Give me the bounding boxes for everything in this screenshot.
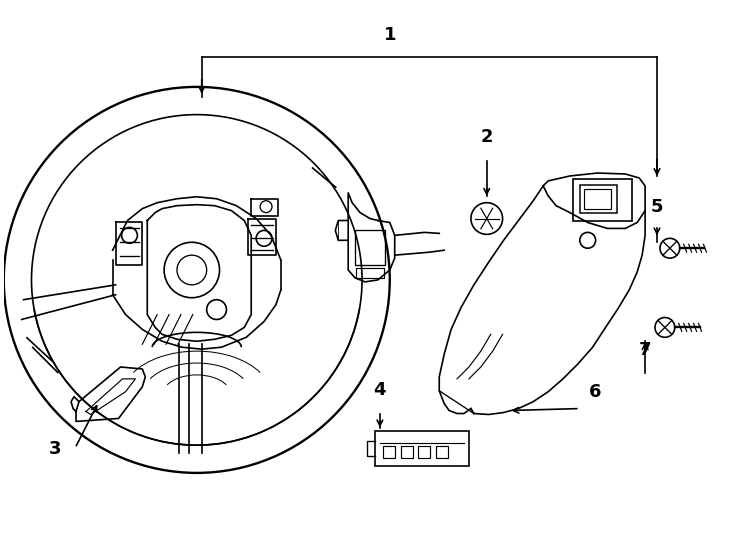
- Text: 2: 2: [481, 129, 493, 146]
- Text: 3: 3: [49, 440, 62, 458]
- Text: 4: 4: [374, 381, 386, 399]
- Bar: [584, 189, 611, 208]
- Bar: [573, 179, 632, 220]
- Bar: [375, 431, 469, 466]
- Bar: [355, 231, 385, 265]
- Bar: [418, 446, 430, 458]
- Text: 1: 1: [383, 26, 396, 44]
- Text: 6: 6: [589, 383, 602, 401]
- Text: 7: 7: [639, 341, 651, 359]
- Bar: [436, 446, 448, 458]
- Text: 5: 5: [651, 198, 664, 215]
- Bar: [383, 446, 395, 458]
- Bar: [401, 446, 413, 458]
- Bar: [356, 268, 384, 278]
- Bar: [580, 185, 617, 213]
